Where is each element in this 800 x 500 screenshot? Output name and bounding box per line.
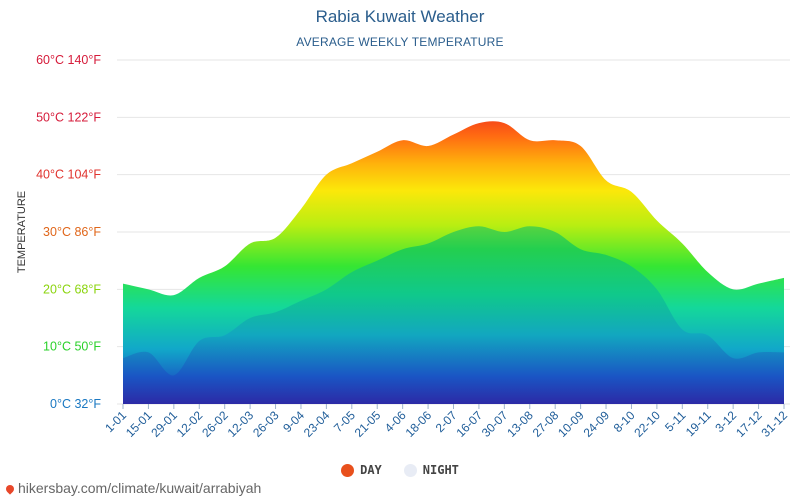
night-data-point[interactable] bbox=[399, 245, 407, 253]
day-data-point[interactable] bbox=[475, 119, 483, 127]
x-tick-label: 31-12 bbox=[759, 408, 791, 440]
night-data-point[interactable] bbox=[500, 228, 508, 236]
day-data-point[interactable] bbox=[526, 136, 534, 144]
night-data-point[interactable] bbox=[195, 337, 203, 345]
night-data-point[interactable] bbox=[551, 228, 559, 236]
night-data-point[interactable] bbox=[119, 354, 127, 362]
x-tick-label: 18-06 bbox=[403, 408, 435, 440]
night-data-point[interactable] bbox=[221, 331, 229, 339]
day-data-point[interactable] bbox=[500, 119, 508, 127]
y-tick-label: 30°C 86°F bbox=[43, 225, 101, 239]
night-data-point[interactable] bbox=[602, 251, 610, 259]
day-data-point[interactable] bbox=[144, 285, 152, 293]
night-data-point[interactable] bbox=[246, 314, 254, 322]
day-data-point[interactable] bbox=[246, 239, 254, 247]
day-data-point[interactable] bbox=[297, 205, 305, 213]
legend-item-day[interactable]: DAY bbox=[341, 463, 382, 477]
x-tick-label: 12-03 bbox=[225, 408, 257, 440]
night-data-point[interactable] bbox=[729, 354, 737, 362]
night-data-point[interactable] bbox=[322, 285, 330, 293]
x-tick-label: 22-10 bbox=[631, 408, 663, 440]
day-data-point[interactable] bbox=[373, 148, 381, 156]
legend-night-swatch bbox=[403, 463, 417, 477]
x-tick-label: 21-05 bbox=[352, 408, 384, 440]
chart-title: Rabia Kuwait Weather bbox=[315, 7, 485, 26]
night-data-point[interactable] bbox=[144, 348, 152, 356]
source-link[interactable]: hikersbay.com/climate/kuwait/arrabiyah bbox=[4, 480, 262, 496]
night-data-point[interactable] bbox=[348, 268, 356, 276]
x-tick-label: 16-07 bbox=[453, 408, 485, 440]
night-data-point[interactable] bbox=[678, 325, 686, 333]
day-data-point[interactable] bbox=[780, 274, 788, 282]
night-data-point[interactable] bbox=[170, 371, 178, 379]
x-tick-label: 10-09 bbox=[555, 408, 587, 440]
night-data-point[interactable] bbox=[272, 308, 280, 316]
night-data-point[interactable] bbox=[577, 245, 585, 253]
night-data-point[interactable] bbox=[780, 348, 788, 356]
night-temperature-area bbox=[123, 226, 784, 404]
night-data-point[interactable] bbox=[450, 228, 458, 236]
day-data-point[interactable] bbox=[322, 171, 330, 179]
x-tick-label: 15-01 bbox=[123, 408, 155, 440]
x-tick-label: 12-02 bbox=[174, 408, 206, 440]
y-tick-label: 50°C 122°F bbox=[36, 110, 101, 124]
night-data-point[interactable] bbox=[627, 262, 635, 270]
day-data-point[interactable] bbox=[450, 131, 458, 139]
y-tick-label: 10°C 50°F bbox=[43, 340, 101, 354]
x-tick-label: 19-11 bbox=[683, 408, 714, 439]
night-data-point[interactable] bbox=[475, 222, 483, 230]
day-data-point[interactable] bbox=[704, 268, 712, 276]
legend-item-night[interactable]: NIGHT bbox=[403, 463, 459, 477]
day-data-point[interactable] bbox=[221, 262, 229, 270]
legend-night-label: NIGHT bbox=[422, 463, 459, 477]
y-tick-label: 20°C 68°F bbox=[43, 282, 101, 296]
source-link-text: hikersbay.com/climate/kuwait/arrabiyah bbox=[18, 480, 262, 496]
day-data-point[interactable] bbox=[348, 159, 356, 167]
day-data-point[interactable] bbox=[399, 136, 407, 144]
day-data-point[interactable] bbox=[272, 234, 280, 242]
day-data-point[interactable] bbox=[119, 280, 127, 288]
y-tick-label: 60°C 140°F bbox=[36, 53, 101, 67]
night-data-point[interactable] bbox=[526, 222, 534, 230]
chart-subtitle: AVERAGE WEEKLY TEMPERATURE bbox=[296, 35, 504, 49]
day-data-point[interactable] bbox=[729, 285, 737, 293]
y-tick-label: 40°C 104°F bbox=[36, 168, 101, 182]
night-data-point[interactable] bbox=[755, 348, 763, 356]
plot-area: 0°C 32°F 10°C 50°F 20°C 68°F 30°C 86°F 40°C … bbox=[16, 53, 791, 440]
day-data-point[interactable] bbox=[627, 188, 635, 196]
day-data-point[interactable] bbox=[195, 274, 203, 282]
x-tick-label: 23-04 bbox=[301, 408, 333, 440]
x-tick-label: 26-02 bbox=[199, 408, 231, 440]
x-tick-label: 13-08 bbox=[504, 408, 536, 440]
x-tick-label: 26-03 bbox=[250, 408, 282, 440]
legend-day-swatch bbox=[341, 463, 355, 477]
x-tick-label: 29-01 bbox=[148, 408, 180, 440]
x-tick-label: 30-07 bbox=[479, 408, 511, 440]
day-data-point[interactable] bbox=[424, 142, 432, 150]
day-data-point[interactable] bbox=[577, 142, 585, 150]
day-data-point[interactable] bbox=[653, 217, 661, 225]
night-data-point[interactable] bbox=[373, 257, 381, 265]
day-data-point[interactable] bbox=[170, 291, 178, 299]
legend-day-label: DAY bbox=[360, 463, 382, 477]
day-data-point[interactable] bbox=[551, 136, 559, 144]
x-tick-label: 24-09 bbox=[581, 408, 613, 440]
night-data-point[interactable] bbox=[424, 239, 432, 247]
night-data-point[interactable] bbox=[653, 285, 661, 293]
x-tick-label: 27-08 bbox=[530, 408, 562, 440]
x-tick-label: 17-12 bbox=[733, 408, 765, 440]
day-data-point[interactable] bbox=[602, 176, 610, 184]
y-tick-label: 0°C 32°F bbox=[50, 397, 101, 411]
day-data-point[interactable] bbox=[678, 239, 686, 247]
legend: DAY NIGHT bbox=[0, 463, 800, 477]
location-pin-icon bbox=[4, 483, 16, 495]
night-data-point[interactable] bbox=[704, 331, 712, 339]
night-data-point[interactable] bbox=[297, 297, 305, 305]
y-axis-label: TEMPERATURE bbox=[16, 191, 28, 273]
day-data-point[interactable] bbox=[755, 280, 763, 288]
